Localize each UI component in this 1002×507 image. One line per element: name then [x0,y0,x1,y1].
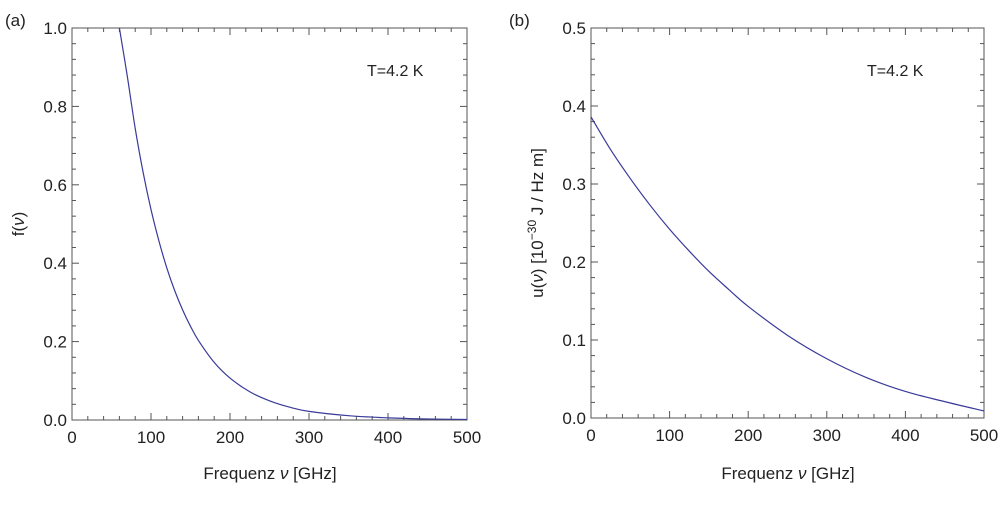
y-tick-label: 0.0 [562,409,586,428]
chart-b-y-axis-label-exponent: −30 [525,220,539,241]
chart-a-y-axis-label-main: f( [9,226,28,237]
chart-b-x-axis-label-symbol: ν [798,464,807,483]
chart-b-annotation: T=4.2 K [867,63,924,80]
chart-a-y-ticks [72,27,467,421]
chart-b-y-axis-label-mid: ) [10 [528,240,547,274]
y-tick-label: 0.0 [43,411,67,430]
chart-b-plot-frame [590,27,985,419]
x-tick-label: 400 [374,428,402,447]
chart-a-x-ticks [71,28,468,420]
chart-b-y-axis-label-main: u( [528,282,547,297]
y-tick-label: 0.6 [43,176,67,195]
x-tick-label: 500 [453,428,481,447]
chart-b-panel-label: (b) [509,11,530,30]
y-tick-label: 0.8 [43,97,67,116]
chart-a-x-axis-label: Frequenz ν [GHz] [203,464,336,483]
chart-b-series-line [590,116,985,412]
chart-a-y-axis-label: f(ν) [9,212,28,237]
chart-a-plot-frame [71,27,468,421]
chart-a-y-tick-labels: 0.0 0.2 0.4 0.6 0.8 1.0 [43,19,67,430]
chart-a-x-axis-label-main: Frequenz [203,464,280,483]
y-tick-label: 0.4 [562,97,586,116]
x-tick-label: 300 [813,426,841,445]
chart-a-series-line [118,27,468,421]
chart-b-x-axis-label-unit: [GHz] [806,464,854,483]
x-tick-label: 100 [137,428,165,447]
y-tick-label: 0.1 [562,331,586,350]
x-tick-label: 100 [655,426,683,445]
x-tick-label: 200 [216,428,244,447]
x-tick-label: 400 [891,426,919,445]
chart-a-y-axis-label-end: ) [9,212,28,218]
y-tick-label: 1.0 [43,19,67,38]
x-tick-label: 0 [586,426,595,445]
chart-b-y-axis-label: u(ν) [10−30 J / Hz m] [525,148,547,298]
x-tick-label: 0 [67,428,76,447]
chart-a-x-axis-label-symbol: ν [280,464,289,483]
y-tick-label: 0.3 [562,175,586,194]
chart-a-panel-label: (a) [5,11,26,30]
y-tick-label: 0.5 [562,19,586,38]
x-tick-label: 300 [295,428,323,447]
chart-b: (b) 0 100 200 300 400 500 0.00.10.20.30.40.5 … [509,11,998,483]
chart-a-x-axis-label-unit: [GHz] [288,464,336,483]
y-tick-label: 0.2 [562,253,586,272]
chart-b-y-axis-label-end: J / Hz m] [528,148,547,220]
chart-b-y-tick-labels: 0.0 0.1 0.2 0.3 0.4 0.5 [562,19,586,428]
chart-b-x-tick-labels: 0 100 200 300 400 500 [586,426,998,445]
y-tick-label: 0.2 [43,333,67,352]
chart-b-x-ticks [590,28,985,418]
x-tick-label: 500 [970,426,998,445]
x-tick-label: 200 [734,426,762,445]
chart-b-y-ticks [591,27,984,419]
chart-b-x-axis-label-main: Frequenz [721,464,798,483]
chart-a: (a) 0 100 200 300 400 500 0.00.20.40.60.81.0 … [5,11,481,483]
chart-b-y-axis-label-symbol: ν [528,274,547,283]
chart-a-annotation: T=4.2 K [367,63,424,80]
y-tick-label: 0.4 [43,254,67,273]
chart-a-x-tick-labels: 0 100 200 300 400 500 [67,428,481,447]
chart-a-y-axis-label-symbol: ν [9,217,28,226]
chart-b-x-axis-label: Frequenz ν [GHz] [721,464,854,483]
